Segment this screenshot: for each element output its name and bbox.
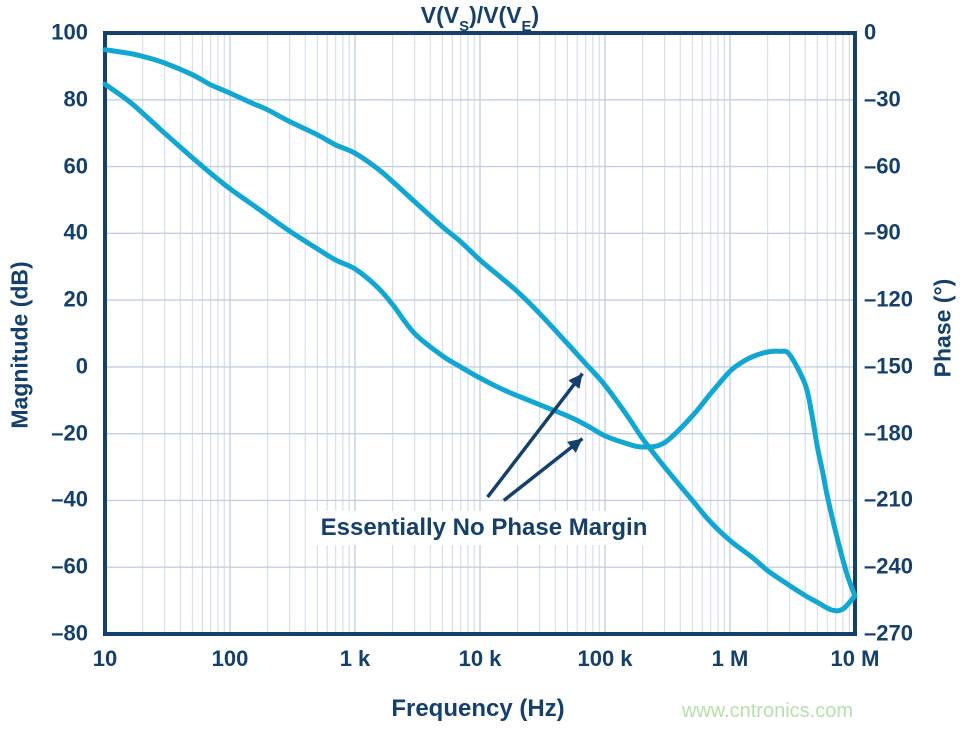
left-y-tick-label: 100: [51, 19, 88, 45]
right-axis-label: Phase (°): [929, 278, 956, 378]
x-tick-label: 100 k: [577, 646, 633, 671]
x-tick-label: 100: [211, 646, 249, 671]
right-y-tick-label: –120: [864, 286, 913, 312]
x-tick-label: 1 k: [339, 646, 371, 671]
right-y-tick-label: –30: [864, 86, 901, 112]
annotation-arrow: [502, 437, 584, 502]
x-tick-label: 10: [92, 646, 118, 671]
title-subscript-s: S: [459, 17, 470, 35]
left-y-tick-label: 0: [75, 353, 88, 379]
gridlines-major: [105, 33, 855, 634]
left-y-tick-label: –20: [51, 420, 88, 446]
right-y-tick-label: –60: [864, 153, 901, 179]
right-y-tick-label: 0: [864, 19, 877, 45]
title-part: )/V(V: [469, 2, 522, 28]
title-part: ): [531, 2, 540, 28]
left-axis-label: Magnitude (dB): [6, 261, 33, 429]
right-y-tick-label: –180: [864, 420, 913, 446]
right-y-tick-label: –90: [864, 219, 901, 245]
x-tick-label: 10 k: [458, 646, 502, 671]
chart-title: V(VS)/V(VE): [420, 2, 540, 35]
left-y-tick-label: 40: [63, 219, 88, 245]
left-y-tick-label: –60: [51, 553, 88, 579]
title-subscript-e: E: [521, 17, 532, 35]
watermark: www.cntronics.com: [681, 700, 853, 722]
right-y-tick-label: –150: [864, 353, 913, 379]
left-y-tick-label: 80: [63, 86, 88, 112]
annotation-arrows: [486, 372, 584, 502]
right-y-tick-label: –240: [864, 553, 913, 579]
x-tick-label: 1 M: [711, 646, 749, 671]
title-part: V(V: [420, 2, 460, 28]
annotation-arrow: [486, 372, 584, 499]
right-y-tick-label: –270: [864, 620, 913, 646]
x-tick-label: 10 M: [830, 646, 880, 671]
left-y-tick-label: –40: [51, 486, 88, 512]
right-y-tick-label: –210: [864, 486, 913, 512]
left-y-tick-label: 20: [63, 286, 88, 312]
x-axis-label: Frequency (Hz): [391, 695, 565, 722]
plot-border: [103, 31, 857, 636]
left-y-tick-label: 60: [63, 153, 88, 179]
annotation-text: Essentially No Phase Margin: [310, 511, 658, 545]
left-y-tick-label: –80: [51, 620, 88, 646]
magnitude-curve: [102, 47, 858, 614]
